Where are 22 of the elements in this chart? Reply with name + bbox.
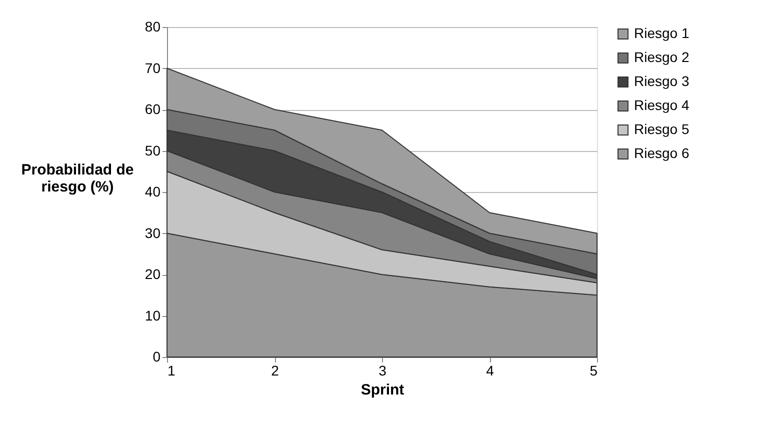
legend-label: Riesgo 1 — [634, 25, 690, 41]
x-tick-label: 3 — [378, 362, 387, 378]
x-tick-label: 2 — [271, 362, 280, 378]
x-axis-title: Sprint — [360, 382, 404, 398]
x-tick-label: 4 — [486, 362, 494, 378]
y-axis-title: Probabilidad de riesgo (%) — [21, 162, 134, 196]
y-tick-label: 0 — [152, 348, 161, 364]
x-tick-label: 1 — [168, 362, 176, 378]
y-tick-label: 70 — [144, 60, 161, 76]
x-tick-label: 5 — [590, 362, 598, 378]
y-tick-label: 20 — [144, 266, 161, 282]
legend-label: Riesgo 4 — [634, 97, 690, 113]
y-tick-label: 10 — [144, 307, 161, 324]
y-tick-label: 60 — [144, 101, 161, 117]
y-tick-label: 40 — [144, 184, 161, 200]
legend-label: Riesgo 3 — [634, 73, 690, 89]
legend-label: Riesgo 5 — [634, 121, 690, 137]
legend-label: Riesgo 6 — [634, 145, 690, 161]
y-tick-label: 80 — [144, 18, 161, 34]
y-tick-label: 30 — [144, 224, 161, 241]
legend-label: Riesgo 2 — [634, 49, 690, 65]
y-tick-label: 50 — [144, 142, 161, 158]
